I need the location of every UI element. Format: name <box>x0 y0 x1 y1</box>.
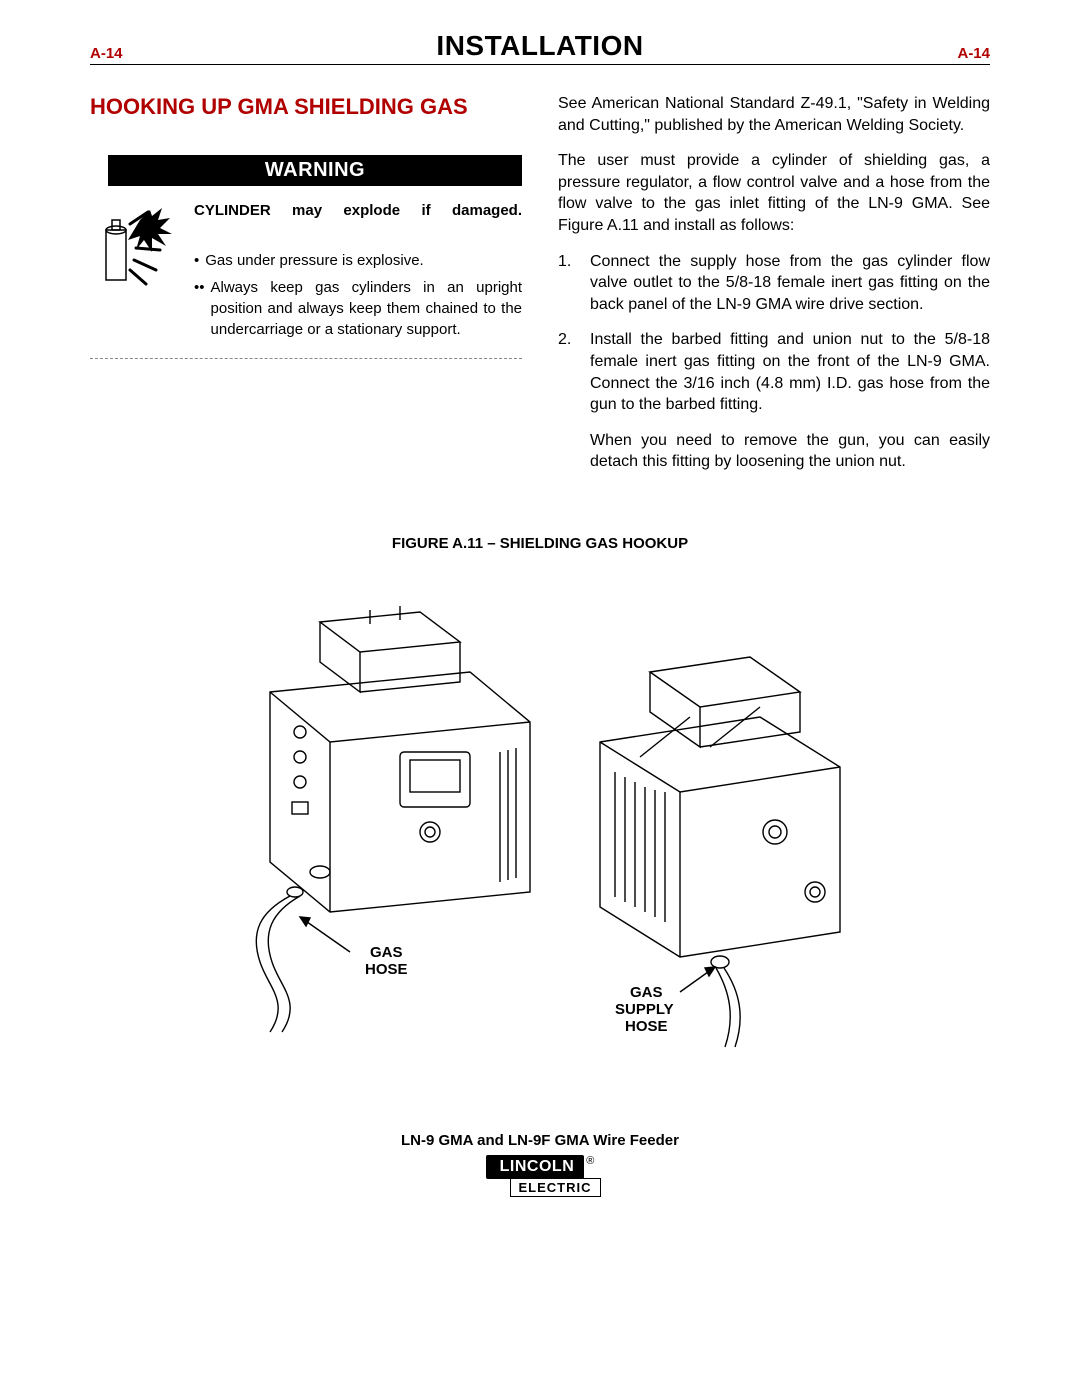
figure-label-right-1: GAS <box>630 984 663 1001</box>
warning-bullet: •• Always keep gas cylinders in an uprig… <box>194 277 522 340</box>
left-column: HOOKING UP GMA SHIELDING GAS WARNING CYL… <box>90 93 522 487</box>
page-title: INSTALLATION <box>436 30 643 62</box>
warning-bullet: • Gas under pressure is explosive. <box>194 250 522 271</box>
registered-mark-icon: ® <box>586 1155 594 1167</box>
bullet-dot-icon: •• <box>194 277 205 340</box>
bullet-text: Gas under pressure is explosive. <box>205 250 522 271</box>
numbered-step: 2. Install the barbed fitting and union … <box>558 329 990 473</box>
step-text: Connect the supply hose from the gas cyl… <box>590 251 990 316</box>
body-paragraph: The user must provide a cylinder of shie… <box>558 150 990 236</box>
logo-lincoln: LINCOLN <box>486 1155 585 1179</box>
warning-text: CYLINDER may explode if damaged. • Gas u… <box>194 200 522 346</box>
bullet-dot-icon: • <box>194 250 199 271</box>
page-number-right: A-14 <box>957 45 990 62</box>
step-sub-paragraph: When you need to remove the gun, you can… <box>590 430 990 473</box>
brand-logo: LINCOLN® ELECTRIC <box>480 1155 601 1197</box>
step-text-main: Install the barbed fitting and union nut… <box>590 331 990 413</box>
page-number-left: A-14 <box>90 45 123 62</box>
step-number: 1. <box>558 251 576 316</box>
body-paragraph: See American National Standard Z-49.1, "… <box>558 93 990 136</box>
content-columns: HOOKING UP GMA SHIELDING GAS WARNING CYL… <box>90 93 990 487</box>
figure-label-left-2: HOSE <box>365 961 408 978</box>
page-footer: LN-9 GMA and LN-9F GMA Wire Feeder LINCO… <box>90 1132 990 1197</box>
shielding-gas-hookup-figure: GAS HOSE <box>200 572 880 1072</box>
numbered-step: 1. Connect the supply hose from the gas … <box>558 251 990 316</box>
footer-model: LN-9 GMA and LN-9F GMA Wire Feeder <box>90 1132 990 1149</box>
figure-label-left: GAS <box>370 944 403 961</box>
section-heading: HOOKING UP GMA SHIELDING GAS <box>90 93 522 121</box>
figure-caption: FIGURE A.11 – SHIELDING GAS HOOKUP <box>90 535 990 552</box>
logo-electric: ELECTRIC <box>510 1178 601 1197</box>
right-column: See American National Standard Z-49.1, "… <box>558 93 990 487</box>
warning-block: CYLINDER may explode if damaged. • Gas u… <box>90 200 522 346</box>
warning-banner: WARNING <box>108 155 522 186</box>
page-header: A-14 INSTALLATION A-14 <box>90 30 990 65</box>
step-text: Install the barbed fitting and union nut… <box>590 329 990 473</box>
bullet-text: Always keep gas cylinders in an upright … <box>211 277 522 340</box>
figure-label-right-3: HOSE <box>625 1018 668 1035</box>
figure-label-right-2: SUPPLY <box>615 1001 674 1018</box>
step-number: 2. <box>558 329 576 473</box>
cylinder-explode-icon <box>90 200 182 292</box>
dashed-divider <box>90 358 522 359</box>
warning-lead: CYLINDER may explode if damaged. <box>194 200 522 242</box>
figure-wrap: GAS HOSE <box>90 572 990 1072</box>
